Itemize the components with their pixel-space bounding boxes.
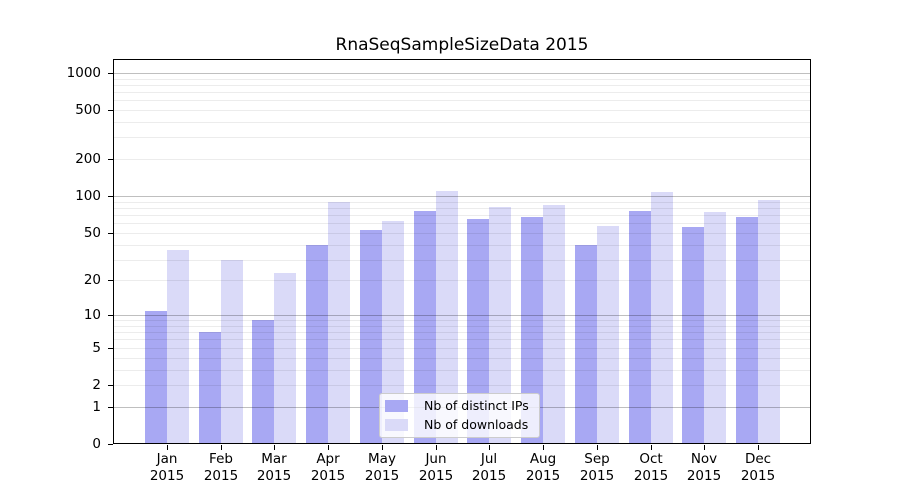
y-tick-label-0: 0 <box>92 435 101 452</box>
bar-distinct-ips-jul <box>467 218 489 444</box>
chart-title: RnaSeqSampleSizeData 2015 <box>335 35 589 55</box>
bar-downloads-dec <box>758 199 780 444</box>
x-tick-mark-nov <box>703 445 705 450</box>
x-tick-mark-aug <box>542 445 544 450</box>
x-tick-mark-jun <box>435 445 437 450</box>
bar-distinct-ips-jan <box>145 310 167 444</box>
x-tick-label-jun: Jun 2015 <box>418 451 454 484</box>
y-tick-label-20: 20 <box>83 271 101 288</box>
bar-distinct-ips-apr <box>306 244 328 444</box>
bar-downloads-nov <box>704 212 726 444</box>
bar-downloads-aug <box>543 205 565 444</box>
x-tick-mark-dec <box>757 445 759 450</box>
y-tick-mark-1 <box>108 406 113 408</box>
x-tick-mark-jan <box>166 445 168 450</box>
bar-downloads-jul <box>489 207 511 444</box>
y-tick-mark-1000 <box>108 72 113 74</box>
x-tick-mark-may <box>381 445 383 450</box>
x-tick-mark-mar <box>273 445 275 450</box>
x-tick-label-may: May 2015 <box>364 451 400 484</box>
bar-distinct-ips-jun <box>414 210 436 444</box>
bar-downloads-feb <box>221 259 243 444</box>
x-tick-label-jul: Jul 2015 <box>471 451 507 484</box>
y-tick-label-1: 1 <box>92 398 101 415</box>
y-tick-label-500: 500 <box>75 101 101 118</box>
legend-swatch-distinct-ips <box>385 400 408 412</box>
bars-layer <box>113 59 811 444</box>
bar-distinct-ips-aug <box>521 217 543 444</box>
x-tick-mark-oct <box>650 445 652 450</box>
x-tick-label-feb: Feb 2015 <box>203 451 239 484</box>
y-tick-mark-20 <box>108 279 113 281</box>
x-tick-label-nov: Nov 2015 <box>686 451 722 484</box>
legend-item-downloads: Nb of downloads <box>385 417 529 433</box>
bar-distinct-ips-oct <box>629 211 651 444</box>
bar-downloads-oct <box>651 192 673 444</box>
bar-downloads-mar <box>274 273 296 444</box>
x-tick-mark-apr <box>327 445 329 450</box>
x-tick-mark-jul <box>488 445 490 450</box>
y-tick-label-2: 2 <box>92 376 101 393</box>
y-tick-mark-500 <box>108 109 113 111</box>
x-tick-mark-sep <box>596 445 598 450</box>
y-tick-label-10: 10 <box>83 306 101 323</box>
y-tick-label-5: 5 <box>92 339 101 356</box>
bar-downloads-jan <box>167 250 189 444</box>
legend: Nb of distinct IPs Nb of downloads <box>379 393 540 438</box>
y-tick-mark-5 <box>108 347 113 349</box>
y-tick-label-1000: 1000 <box>66 64 101 81</box>
plot-area <box>113 59 811 444</box>
plot-wrap: 0 1 2 5 10 20 50 100 200 500 1000 Jan 2015 Feb 2015… <box>67 59 811 484</box>
x-tick-label-mar: Mar 2015 <box>256 451 292 484</box>
legend-item-distinct-ips: Nb of distinct IPs <box>385 398 529 414</box>
x-tick-label-oct: Oct 2015 <box>633 451 669 484</box>
bar-distinct-ips-mar <box>252 320 274 444</box>
bar-downloads-jun <box>436 191 458 444</box>
y-tick-label-50: 50 <box>83 224 101 241</box>
y-tick-label-200: 200 <box>75 150 101 167</box>
x-tick-label-jan: Jan 2015 <box>149 451 185 484</box>
bar-downloads-may <box>382 220 404 444</box>
legend-label-distinct-ips: Nb of distinct IPs <box>424 398 529 413</box>
bar-downloads-apr <box>328 201 350 444</box>
y-tick-label-100: 100 <box>75 187 101 204</box>
y-tick-mark-0 <box>108 443 113 445</box>
bar-downloads-sep <box>597 225 619 444</box>
bar-distinct-ips-feb <box>199 332 221 444</box>
bar-distinct-ips-sep <box>575 244 597 444</box>
bar-distinct-ips-dec <box>736 217 758 444</box>
x-tick-label-apr: Apr 2015 <box>310 451 346 484</box>
y-tick-mark-200 <box>108 158 113 160</box>
y-tick-mark-2 <box>108 384 113 386</box>
x-tick-label-aug: Aug 2015 <box>525 451 561 484</box>
y-tick-mark-100 <box>108 195 113 197</box>
y-tick-mark-50 <box>108 232 113 234</box>
y-tick-mark-10 <box>108 314 113 316</box>
legend-swatch-downloads <box>385 419 408 431</box>
bar-distinct-ips-nov <box>682 226 704 444</box>
x-tick-mark-feb <box>220 445 222 450</box>
legend-label-downloads: Nb of downloads <box>424 417 529 432</box>
bar-distinct-ips-may <box>360 229 382 444</box>
x-tick-label-dec: Dec 2015 <box>740 451 776 484</box>
x-tick-label-sep: Sep 2015 <box>579 451 615 484</box>
